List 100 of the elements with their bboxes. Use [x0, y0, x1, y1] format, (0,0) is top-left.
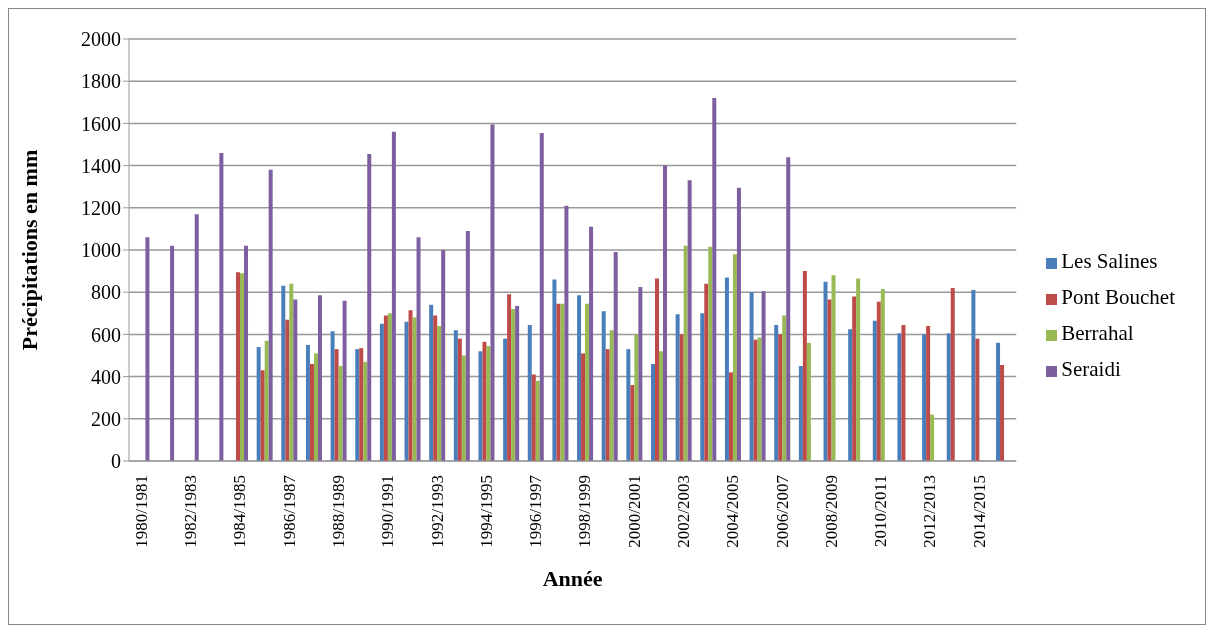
bar — [687, 180, 692, 461]
x-tick-label: 1990/1991 — [378, 475, 398, 548]
bar — [971, 290, 976, 461]
bar — [281, 285, 286, 461]
bar — [170, 245, 175, 461]
bar — [996, 342, 1001, 461]
bar — [490, 124, 495, 461]
bar — [774, 324, 779, 461]
bar — [585, 303, 590, 461]
x-tick-label: 1988/1989 — [328, 475, 348, 548]
bar — [872, 320, 877, 461]
bar — [515, 305, 520, 461]
x-tick-label: 1984/1985 — [230, 475, 250, 548]
bar — [876, 301, 881, 461]
bar — [601, 311, 606, 461]
y-tick-label: 400 — [91, 365, 121, 388]
bar — [363, 361, 368, 461]
x-tick-label: 1982/1983 — [181, 475, 201, 548]
bar — [736, 187, 741, 461]
bar — [823, 281, 828, 461]
bar — [663, 165, 667, 461]
bar — [236, 272, 241, 461]
legend-label: Seraidi — [1061, 357, 1121, 381]
bar — [527, 324, 532, 461]
bar — [453, 330, 458, 461]
bar — [782, 315, 787, 461]
bar — [757, 337, 762, 461]
bar — [831, 275, 836, 461]
y-tick-label: 2000 — [81, 28, 121, 51]
bar — [581, 353, 586, 461]
bar — [285, 319, 290, 461]
bar — [465, 231, 470, 461]
bar — [338, 366, 343, 461]
bar — [798, 366, 803, 461]
x-tick-label: 2004/2005 — [723, 475, 743, 548]
bar — [728, 372, 733, 461]
bar — [975, 338, 980, 461]
bar — [732, 254, 737, 461]
x-tick-label: 2008/2009 — [821, 475, 841, 548]
bar — [651, 363, 655, 461]
bar — [749, 292, 754, 461]
bar — [441, 250, 446, 461]
bar — [289, 283, 294, 461]
x-tick-label: 1986/1987 — [279, 474, 299, 548]
bar — [761, 291, 766, 461]
bar — [926, 325, 931, 461]
bar — [478, 351, 483, 461]
x-tick-label: 2002/2003 — [674, 475, 694, 548]
y-tick-label: 0 — [111, 450, 121, 473]
bar — [535, 380, 540, 461]
bar — [704, 283, 709, 461]
bar — [679, 334, 684, 461]
bar — [802, 271, 807, 461]
bar — [683, 245, 688, 461]
bar — [511, 309, 516, 461]
bar — [552, 279, 557, 461]
y-tick-label: 1000 — [81, 239, 121, 262]
x-axis-title: Année — [542, 566, 603, 591]
bar — [556, 303, 561, 461]
bar — [753, 339, 758, 461]
bar — [412, 317, 417, 461]
bar — [806, 342, 811, 461]
x-tick-label: 2006/2007 — [772, 474, 792, 548]
bar — [589, 226, 594, 461]
bar — [613, 252, 618, 461]
bar — [457, 338, 462, 461]
legend-label: Berrahal — [1061, 321, 1134, 345]
bar — [342, 300, 347, 461]
bar — [391, 131, 396, 461]
bar — [560, 303, 565, 461]
bar — [630, 385, 635, 461]
bar — [309, 363, 314, 461]
bar — [626, 349, 631, 461]
y-tick-label: 600 — [91, 323, 121, 346]
bar — [1000, 365, 1005, 461]
bar — [240, 273, 245, 461]
bar — [564, 205, 569, 461]
bar — [852, 296, 857, 461]
bar — [655, 278, 659, 461]
bar — [313, 353, 318, 461]
y-tick-label: 1400 — [81, 154, 121, 177]
x-tick-label: 2010/2011 — [871, 475, 891, 548]
bar — [609, 330, 614, 461]
bar — [317, 295, 322, 461]
bar — [293, 299, 298, 461]
bar — [856, 278, 861, 461]
bar — [367, 154, 372, 461]
bar — [922, 334, 927, 461]
bar — [503, 338, 508, 461]
bar — [531, 374, 536, 461]
bar — [244, 245, 249, 461]
bar — [355, 349, 360, 461]
y-tick-label: 1200 — [81, 196, 121, 219]
bar — [724, 277, 729, 461]
bar — [461, 355, 466, 461]
bar — [786, 157, 791, 461]
bar — [950, 287, 955, 461]
x-tick-label: 2000/2001 — [624, 475, 644, 548]
bar — [482, 341, 487, 461]
bar — [387, 313, 392, 461]
